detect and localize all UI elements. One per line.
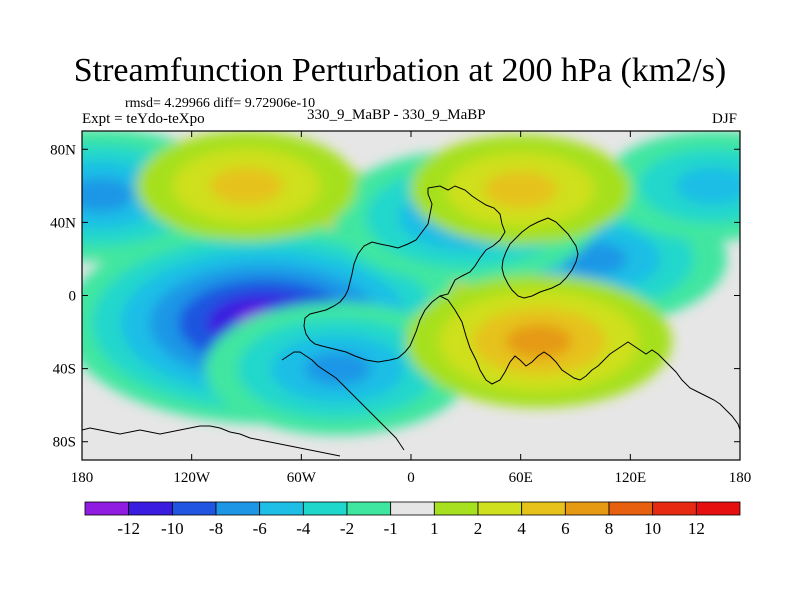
colorbar-swatch (652, 501, 697, 516)
contour-band (82, 178, 134, 212)
colorbar-label: 2 (474, 519, 483, 538)
contour-band (483, 171, 558, 208)
y-tick-label: 0 (69, 289, 77, 305)
colorbar-swatch (390, 501, 435, 516)
colorbar-swatch (564, 501, 610, 516)
y-tick-label: 80N (50, 142, 76, 158)
case-label: 330_9_MaBP - 330_9_MaBP (307, 107, 486, 123)
x-tick-label: 0 (407, 470, 415, 486)
x-tick-label: 60E (509, 470, 533, 486)
x-tick-label: 120E (614, 470, 646, 486)
colorbar-label: -6 (253, 519, 267, 538)
colorbar-swatch (259, 501, 304, 516)
contour-band (209, 167, 284, 205)
colorbar-label: 12 (688, 519, 705, 538)
contour-band (505, 324, 573, 358)
contour-field (82, 131, 740, 460)
colorbar-label: -2 (340, 519, 354, 538)
colorbar-label: 4 (517, 519, 526, 538)
colorbar-swatch (171, 501, 217, 516)
colorbar-label: -8 (209, 519, 223, 538)
continent-outline (82, 185, 740, 457)
x-tick-label: 180 (729, 470, 752, 486)
colorbar-swatch (477, 501, 523, 516)
x-tick-label: 60W (287, 470, 317, 486)
colorbar-swatch (521, 501, 566, 516)
colorbar-swatch (433, 501, 479, 516)
colorbar-swatch (608, 501, 654, 516)
y-tick-label: 80S (53, 435, 76, 451)
contour-band (675, 167, 740, 205)
colorbar-label: -4 (296, 519, 311, 538)
colorbar-swatch (215, 501, 261, 516)
colorbar: -12 -10 -8 -6 -4 -2 -1 1 2 4 6 8 10 12 (84, 501, 741, 538)
chart-title: Streamfunction Perturbation at 200 hPa (… (73, 52, 727, 89)
colorbar-label: 1 (430, 519, 439, 538)
colorbar-label: -10 (161, 519, 184, 538)
contour-band (304, 351, 372, 386)
colorbar-label: 10 (644, 519, 661, 538)
x-tick-label: 120W (173, 470, 211, 486)
stats-text: rmsd= 4.29966 diff= 9.72906e-10 (125, 96, 316, 111)
expt-label: Expt = teYdo-teXpo (82, 111, 205, 127)
colorbar-swatch (128, 501, 173, 516)
colorbar-swatch (84, 501, 130, 516)
colorbar-label: -1 (384, 519, 398, 538)
season-label: DJF (712, 111, 738, 127)
colorbar-label: 8 (605, 519, 614, 538)
colorbar-label: -12 (117, 519, 140, 538)
colorbar-swatch (302, 501, 348, 516)
x-tick-label: 180 (71, 470, 94, 486)
colorbar-label: 6 (561, 519, 570, 538)
colorbar-swatch (346, 501, 392, 516)
y-tick-label: 40S (53, 362, 76, 378)
y-tick-label: 40N (50, 215, 76, 231)
colorbar-swatch (695, 501, 741, 516)
